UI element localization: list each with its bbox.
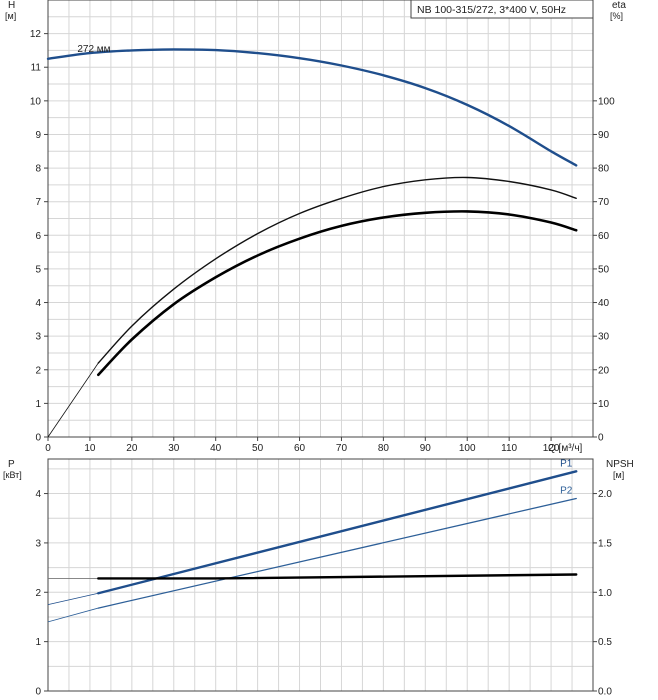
head-tick-label: 1 bbox=[35, 399, 41, 410]
series-line-P2 bbox=[97, 497, 577, 609]
series-lead-in-eta bbox=[47, 362, 99, 438]
flow-axis-label: Q [м³/ч] bbox=[548, 443, 583, 454]
npsh-axis-unit: [м] bbox=[613, 470, 624, 480]
eta-tick-label: 30 bbox=[598, 332, 610, 343]
head-tick-label: 11 bbox=[31, 63, 42, 74]
top-plot-frame bbox=[47, 0, 594, 438]
head-tick-label: 10 bbox=[30, 96, 42, 107]
head-tick-label: 5 bbox=[35, 264, 41, 275]
power-tick-label: 4 bbox=[35, 489, 41, 500]
flow-tick-label: 60 bbox=[294, 443, 306, 454]
head-axis-unit: [м] bbox=[5, 11, 16, 21]
head-tick-label: 0 bbox=[35, 433, 41, 444]
series-label-P1: P1 bbox=[560, 458, 573, 469]
series-line-eta bbox=[97, 176, 577, 364]
eta-tick-label: 10 bbox=[598, 399, 610, 410]
flow-tick-label: 50 bbox=[252, 443, 264, 454]
series-line-NPSH bbox=[97, 573, 578, 580]
series-line-272 мм bbox=[46, 48, 578, 167]
series-line-P1 bbox=[97, 470, 578, 595]
eta-tick-label: 70 bbox=[598, 197, 610, 208]
flow-tick-label: 120 bbox=[543, 443, 560, 454]
power-tick-label: 2 bbox=[35, 588, 41, 599]
head-tick-label: 12 bbox=[30, 29, 42, 40]
flow-tick-label: 40 bbox=[210, 443, 222, 454]
power-tick-label: 3 bbox=[35, 538, 41, 549]
impeller-diameter-label: 272 мм bbox=[77, 44, 110, 55]
npsh-tick-label: 1.5 bbox=[598, 538, 612, 549]
eta-axis-unit: [%] bbox=[610, 11, 623, 21]
chart-title: NB 100-315/272, 3*400 V, 50Hz bbox=[417, 4, 566, 16]
power-npsh-panel: P1 P2 0 1 2 3 4 0.0 0.5 1.0 1.5 2.0 P [кВт] NPSH [… bbox=[3, 458, 634, 697]
npsh-axis-title: NPSH bbox=[606, 459, 634, 470]
eta-tick-label: 90 bbox=[598, 130, 610, 141]
head-tick-label: 7 bbox=[35, 197, 41, 208]
series-lead-in-P1 bbox=[47, 592, 99, 606]
bottom-tick-labels: 0 1 2 3 4 0.0 0.5 1.0 1.5 2.0 bbox=[35, 489, 612, 697]
bottom-plot-frame bbox=[47, 458, 594, 692]
flow-tick-label: 90 bbox=[420, 443, 432, 454]
series-line-eta-p bbox=[97, 210, 578, 377]
flow-tick-label: 110 bbox=[501, 443, 517, 454]
power-tick-label: 1 bbox=[35, 637, 41, 648]
flow-tick-label: 80 bbox=[378, 443, 390, 454]
flow-tick-label: 100 bbox=[459, 443, 476, 454]
eta-tick-label: 20 bbox=[598, 365, 610, 376]
eta-tick-label: 40 bbox=[598, 298, 610, 309]
head-tick-label: 9 bbox=[35, 130, 41, 141]
top-series bbox=[46, 48, 578, 438]
head-tick-label: 6 bbox=[35, 231, 41, 242]
eta-tick-label: 60 bbox=[598, 231, 610, 242]
power-axis-unit: [кВт] bbox=[3, 470, 22, 480]
head-tick-label: 8 bbox=[35, 164, 41, 175]
power-axis-title: P bbox=[8, 459, 15, 470]
npsh-tick-label: 2.0 bbox=[598, 489, 612, 500]
flow-tick-label: 0 bbox=[45, 443, 51, 454]
flow-tick-label: 20 bbox=[126, 443, 138, 454]
power-tick-label: 0 bbox=[35, 687, 41, 698]
bottom-series: P1 P2 bbox=[47, 458, 578, 623]
head-axis-title: H bbox=[8, 0, 15, 11]
npsh-tick-label: 0.0 bbox=[598, 687, 612, 698]
eta-tick-label: 80 bbox=[598, 164, 610, 175]
head-tick-label: 3 bbox=[35, 332, 41, 343]
flow-tick-label: 30 bbox=[168, 443, 180, 454]
top-grid bbox=[47, 0, 594, 438]
flow-tick-label: 70 bbox=[336, 443, 348, 454]
series-label-P2: P2 bbox=[560, 485, 573, 496]
eta-axis-title: eta bbox=[612, 0, 626, 11]
eta-tick-label: 50 bbox=[598, 264, 610, 275]
npsh-tick-label: 0.5 bbox=[598, 637, 612, 648]
npsh-tick-label: 1.0 bbox=[598, 588, 612, 599]
eta-tick-label: 100 bbox=[598, 96, 615, 107]
flow-tick-label: 10 bbox=[84, 443, 96, 454]
eta-tick-label: 0 bbox=[598, 433, 604, 444]
chart-title-box bbox=[410, 0, 594, 19]
head-tick-label: 2 bbox=[35, 365, 41, 376]
head-tick-label: 4 bbox=[35, 298, 41, 309]
series-lead-in-P2 bbox=[47, 607, 99, 623]
